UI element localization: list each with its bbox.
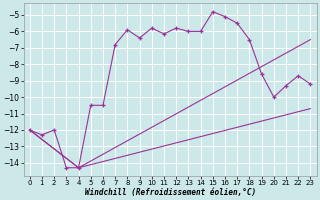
X-axis label: Windchill (Refroidissement éolien,°C): Windchill (Refroidissement éolien,°C) <box>84 188 256 197</box>
